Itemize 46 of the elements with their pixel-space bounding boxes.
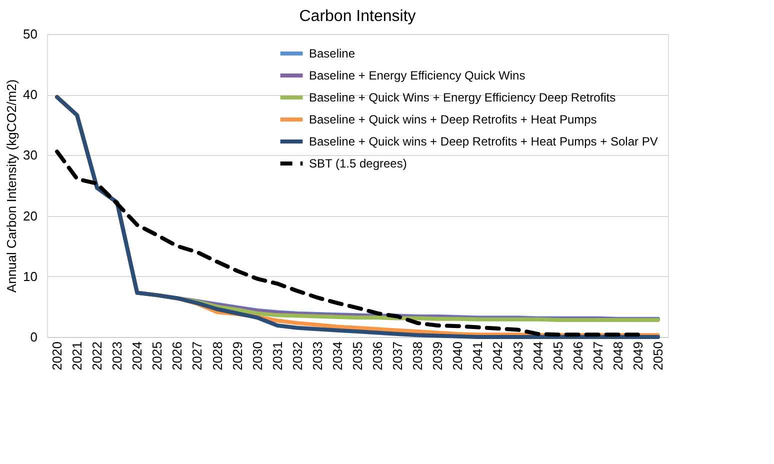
- y-tick-label: 20: [23, 208, 38, 224]
- line-series: [55, 150, 640, 337]
- y-tick-label: 50: [23, 26, 38, 42]
- x-tick-label: 2036: [370, 342, 386, 370]
- y-tick-label: 0: [30, 330, 38, 344]
- x-tick-label: 2050: [650, 342, 666, 370]
- x-tick-label: 2030: [250, 342, 265, 370]
- x-tick-label: 2041: [470, 342, 486, 370]
- legend-label: SBT (1.5 degrees): [309, 156, 407, 170]
- legend-label: Baseline + Quick Wins + Energy Efficiency Deep Retrofits: [309, 90, 616, 104]
- x-tick-label: 2046: [570, 342, 586, 370]
- x-tick-label: 2024: [130, 342, 145, 370]
- x-tick-label: 2037: [390, 342, 406, 370]
- x-tick-label: 2032: [290, 342, 305, 370]
- x-tick-label: 2022: [90, 342, 105, 370]
- x-tick-label: 2035: [350, 342, 365, 370]
- x-tick-label: 2042: [490, 342, 506, 370]
- x-tick-label: 2020: [50, 342, 65, 370]
- y-tick-label: 30: [23, 148, 38, 163]
- x-tick-label: 2026: [170, 342, 185, 370]
- x-tick-label: 2044: [530, 342, 546, 370]
- x-tick-label: 2021: [70, 342, 85, 370]
- x-tick-label: 2040: [450, 342, 466, 370]
- legend-label: Baseline + Quick wins + Deep Retrofits + Heat Pumps: [309, 112, 597, 126]
- x-tick-label: 2033: [310, 342, 325, 370]
- y-axis-title: Annual Carbon Intensity (kgCO2/m2): [4, 79, 20, 293]
- x-tick-label: 2039: [430, 342, 446, 370]
- y-tick-label: 10: [23, 268, 38, 284]
- x-tick-label: 2043: [510, 342, 526, 370]
- x-tick-label: 2023: [110, 342, 125, 370]
- chart-title: Carbon Intensity: [299, 8, 416, 25]
- legend-label: Baseline: [309, 46, 356, 60]
- legend-label: Baseline + Quick wins + Deep Retrofits + Heat Pumps + Solar PV: [309, 134, 658, 148]
- legend-label: Baseline + Energy Efficiency Quick Wins: [309, 68, 526, 82]
- x-tick-label: 2028: [210, 342, 225, 370]
- x-tick-label: 2045: [550, 342, 566, 370]
- x-tick-label: 2047: [590, 342, 606, 370]
- x-tick-label: 2031: [270, 342, 285, 370]
- x-tick-label: 2027: [190, 342, 205, 370]
- x-tick-label: 2048: [610, 342, 626, 370]
- x-tick-label: 2049: [630, 342, 646, 370]
- x-tick-label: 2025: [150, 342, 165, 370]
- x-tick-label: 2029: [230, 342, 245, 370]
- x-tick-label: 2034: [330, 342, 345, 370]
- y-tick-label: 40: [23, 87, 38, 102]
- x-tick-label: 2038: [410, 342, 426, 370]
